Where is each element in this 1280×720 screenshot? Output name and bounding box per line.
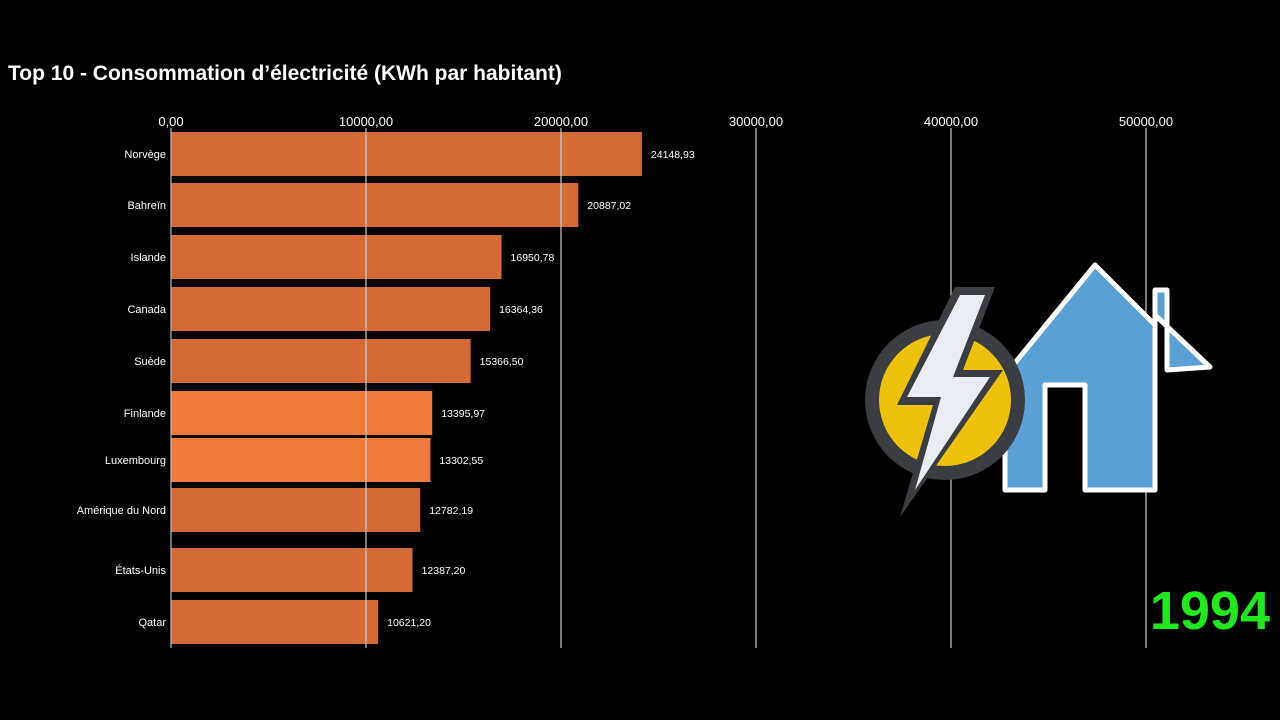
bar (171, 488, 421, 532)
value-label: 16364,36 (499, 304, 543, 316)
bar (171, 287, 491, 331)
bar (171, 600, 379, 644)
category-label: Finlande (124, 408, 166, 420)
x-tick-label: 0,00 (158, 114, 183, 129)
value-label: 24148,93 (651, 149, 695, 161)
bar (171, 339, 471, 383)
category-label: Canada (127, 304, 166, 316)
value-label: 13302,55 (439, 455, 483, 467)
bar (171, 235, 502, 279)
x-tick-label: 20000,00 (534, 114, 588, 129)
value-label: 15366,50 (480, 356, 524, 368)
category-label: Islande (131, 252, 166, 264)
category-label: Bahreïn (127, 200, 166, 212)
bar (171, 438, 431, 482)
bar (171, 391, 433, 435)
category-label: Norvège (124, 149, 166, 161)
value-label: 13395,97 (441, 408, 485, 420)
bar (171, 132, 642, 176)
value-label: 12782,19 (429, 505, 473, 517)
category-label: États-Unis (115, 564, 166, 577)
category-label: Amérique du Nord (77, 505, 166, 517)
year-label: 1994 (1149, 581, 1270, 641)
chart-title: Top 10 - Consommation d’électricité (KWh… (8, 62, 562, 85)
value-label: 10621,20 (387, 617, 431, 629)
x-tick-label: 40000,00 (924, 114, 978, 129)
electricity-house-icon (865, 262, 1213, 517)
category-label: Qatar (138, 617, 166, 629)
x-tick-label: 50000,00 (1119, 114, 1173, 129)
value-label: 20887,02 (587, 200, 631, 212)
x-tick-label: 30000,00 (729, 114, 783, 129)
bar (171, 548, 413, 592)
bar (171, 183, 579, 227)
value-label: 12387,20 (422, 565, 466, 577)
category-label: Luxembourg (105, 455, 166, 467)
x-tick-label: 10000,00 (339, 114, 393, 129)
category-label: Suède (134, 356, 166, 368)
value-label: 16950,78 (511, 252, 555, 264)
